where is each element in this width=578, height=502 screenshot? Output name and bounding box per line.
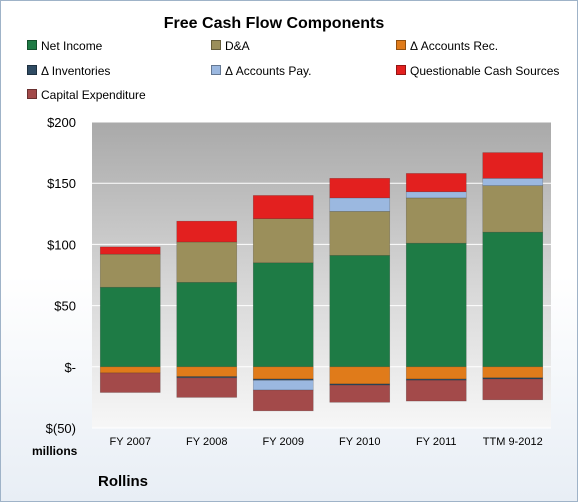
bar-segment (99, 253, 161, 288)
legend-item: D&A (211, 39, 250, 53)
y-tick-label: $100 (47, 237, 76, 252)
bar-segment (252, 379, 314, 391)
legend-label: Questionable Cash Sources (410, 64, 560, 78)
legend-label: Net Income (41, 39, 103, 53)
bar-segment (482, 378, 544, 401)
bar-segment (482, 185, 544, 233)
legend-swatch (27, 65, 37, 75)
legend-item: Questionable Cash Sources (396, 64, 559, 78)
bar-segment (329, 384, 391, 403)
bar-segment (482, 178, 544, 186)
y-tick-label: $(50) (46, 421, 76, 436)
y-tick-label: $200 (47, 115, 76, 130)
bar-segment (252, 262, 314, 368)
legend-swatch (211, 40, 221, 50)
bar-segment (176, 366, 238, 377)
bar-segment (405, 191, 467, 199)
legend-label: Δ Accounts Rec. (410, 39, 499, 53)
bar-segment (329, 178, 391, 199)
legend-item: Net Income (27, 39, 102, 53)
x-tick-label: FY 2011 (416, 436, 457, 448)
bar-segment (329, 255, 391, 368)
legend-swatch (396, 65, 406, 75)
x-tick-label: FY 2007 (110, 436, 151, 448)
bar-segment (176, 377, 238, 398)
legend-item: Δ Accounts Rec. (396, 39, 498, 53)
legend-label: Δ Inventories (41, 64, 111, 78)
bar-segment (405, 173, 467, 193)
bar-segment (252, 195, 314, 219)
legend-swatch (396, 40, 406, 50)
bar-segment (482, 152, 544, 179)
bar-segment (176, 220, 238, 243)
legend-label: Δ Accounts Pay. (225, 64, 312, 78)
bar-segment (252, 366, 314, 380)
y-tick-label: $50 (54, 299, 76, 314)
chart-title: Free Cash Flow Components (163, 15, 385, 32)
bar-segment (99, 286, 161, 368)
units-label: millions (32, 444, 78, 458)
bar-segment (405, 379, 467, 402)
bar-segment (482, 366, 544, 379)
bar-segment (482, 231, 544, 368)
bar-segment (405, 197, 467, 244)
bar-segment (99, 246, 161, 255)
bar-segment (329, 197, 391, 212)
bar-segment (176, 282, 238, 368)
bar-segment (99, 372, 161, 393)
x-tick-label: TTM 9-2012 (483, 436, 543, 448)
x-tick-label: FY 2010 (339, 436, 380, 448)
bar-segment (329, 366, 391, 385)
y-tick-label: $150 (47, 176, 76, 191)
bar-segment (405, 242, 467, 368)
x-tick-label: FY 2008 (186, 436, 227, 448)
legend-label: D&A (225, 39, 250, 53)
legend-swatch (27, 89, 37, 99)
bar-segment (329, 211, 391, 256)
legend-swatch (211, 65, 221, 75)
bar-segment (405, 366, 467, 380)
company-name: Rollins (98, 473, 149, 490)
legend-item: Δ Accounts Pay. (211, 64, 312, 78)
bar-segment (176, 241, 238, 283)
x-tick-label: FY 2009 (263, 436, 304, 448)
legend-swatch (27, 40, 37, 50)
y-tick-label: $- (64, 360, 76, 375)
bar-segment (99, 366, 161, 374)
bar-segment (252, 218, 314, 264)
bar-segment (252, 389, 314, 412)
plot-background (92, 122, 551, 428)
legend-item: Δ Inventories (27, 64, 110, 78)
legend-label: Capital Expenditure (41, 88, 146, 102)
legend-item: Capital Expenditure (27, 88, 146, 102)
